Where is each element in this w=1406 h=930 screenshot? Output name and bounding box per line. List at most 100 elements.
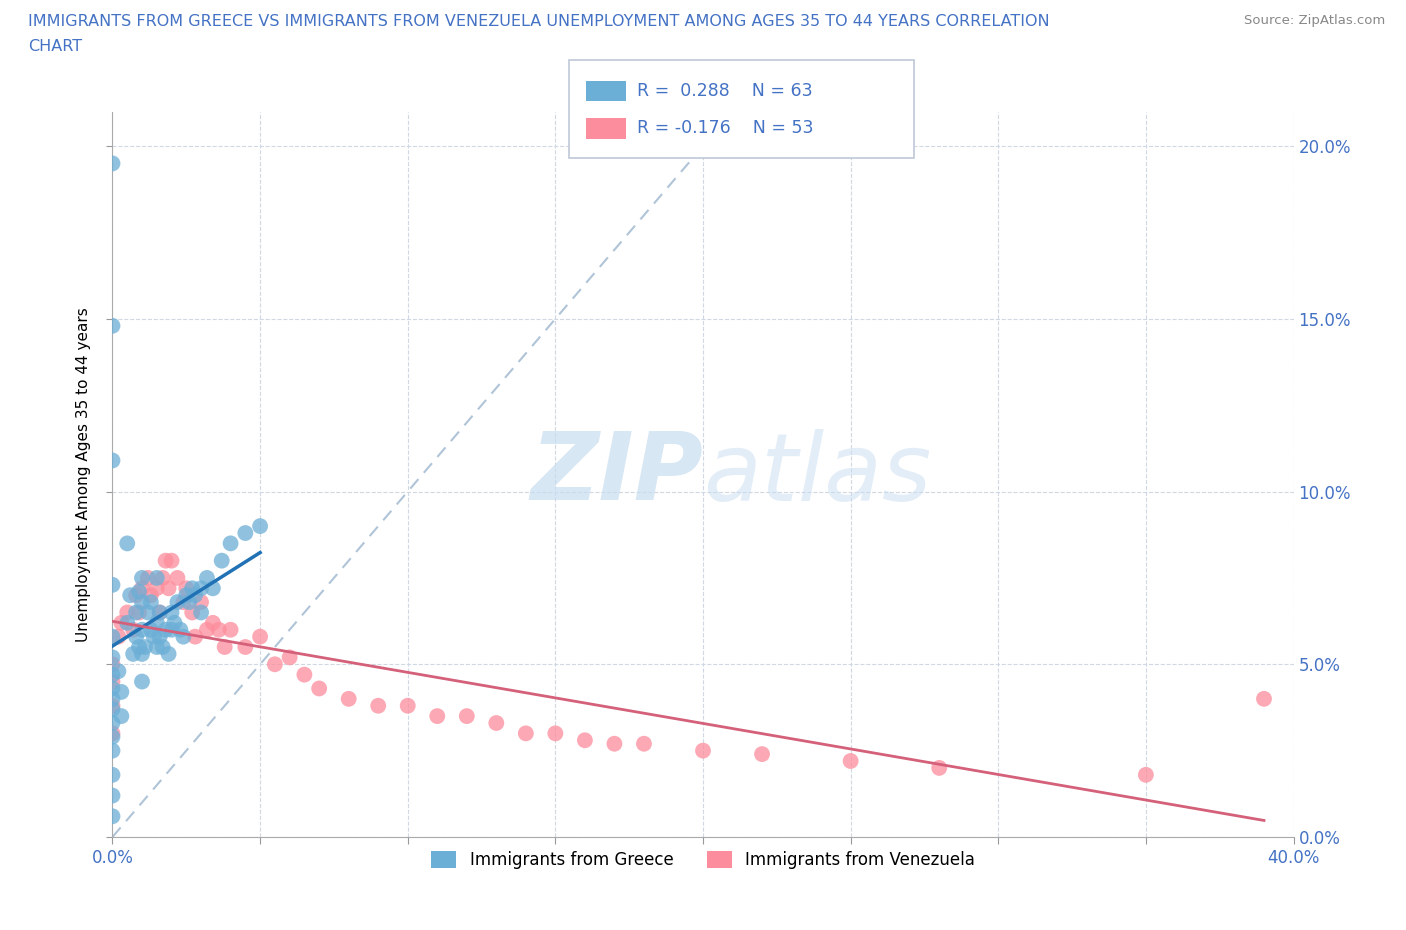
Point <box>278 650 301 665</box>
Point <box>101 630 124 644</box>
Point <box>122 622 145 637</box>
Point <box>1253 691 1275 706</box>
Point <box>169 622 191 637</box>
Point <box>249 519 271 534</box>
Text: R = -0.176    N = 53: R = -0.176 N = 53 <box>637 119 814 138</box>
Point <box>131 646 153 661</box>
Point <box>426 709 449 724</box>
Point <box>292 667 315 682</box>
Point <box>110 709 132 724</box>
Point <box>101 657 124 671</box>
Point <box>219 622 242 637</box>
Point <box>485 715 508 730</box>
Point <box>195 622 218 637</box>
Point <box>101 767 124 782</box>
Point <box>190 605 212 620</box>
Point <box>117 536 138 551</box>
Point <box>152 570 174 585</box>
Point <box>101 674 124 689</box>
Point <box>149 630 172 644</box>
Point <box>101 726 124 741</box>
Point <box>633 737 655 751</box>
Point <box>181 605 204 620</box>
Point <box>201 616 224 631</box>
Point <box>101 318 124 333</box>
Point <box>149 605 172 620</box>
Text: Source: ZipAtlas.com: Source: ZipAtlas.com <box>1244 14 1385 27</box>
Point <box>107 664 129 679</box>
Point <box>136 570 159 585</box>
Point <box>101 681 124 696</box>
Point <box>184 588 207 603</box>
Point <box>184 630 207 644</box>
Point <box>839 753 862 768</box>
Point <box>134 640 156 655</box>
Point <box>172 630 194 644</box>
Point <box>101 453 124 468</box>
Point <box>131 570 153 585</box>
Point <box>117 605 138 620</box>
Point <box>396 698 419 713</box>
Point <box>264 657 287 671</box>
Point <box>142 630 165 644</box>
Point <box>174 588 197 603</box>
Point <box>163 616 186 631</box>
Point <box>179 594 201 609</box>
Point <box>131 674 153 689</box>
Y-axis label: Unemployment Among Ages 35 to 44 years: Unemployment Among Ages 35 to 44 years <box>76 307 91 642</box>
Point <box>128 605 150 620</box>
Point <box>101 729 124 744</box>
Text: CHART: CHART <box>28 39 82 54</box>
Text: ZIP: ZIP <box>530 429 703 520</box>
Point <box>166 594 188 609</box>
Point <box>146 640 169 655</box>
Point <box>308 681 330 696</box>
Point <box>149 605 172 620</box>
Point <box>120 588 142 603</box>
Point <box>101 715 124 730</box>
Point <box>125 588 148 603</box>
Point <box>190 581 212 596</box>
Point <box>233 525 256 540</box>
Point <box>101 691 124 706</box>
Point <box>211 553 233 568</box>
Point <box>190 594 212 609</box>
Point <box>139 588 162 603</box>
Point <box>136 605 159 620</box>
Point <box>456 709 478 724</box>
Point <box>146 581 169 596</box>
Point <box>1135 767 1157 782</box>
Point <box>337 691 360 706</box>
Point <box>195 570 218 585</box>
Point <box>131 594 153 609</box>
Point <box>160 553 183 568</box>
Point <box>751 747 773 762</box>
Point <box>214 640 236 655</box>
Point <box>131 581 153 596</box>
Point <box>139 594 162 609</box>
Point <box>101 698 124 713</box>
Point <box>101 788 124 803</box>
Point <box>155 622 177 637</box>
Point <box>208 622 231 637</box>
Point <box>603 737 626 751</box>
Text: R =  0.288    N = 63: R = 0.288 N = 63 <box>637 82 813 100</box>
Point <box>101 743 124 758</box>
Point <box>101 578 124 592</box>
Point <box>166 570 188 585</box>
Point <box>233 640 256 655</box>
Point <box>101 667 124 682</box>
Legend: Immigrants from Greece, Immigrants from Venezuela: Immigrants from Greece, Immigrants from … <box>425 844 981 876</box>
Point <box>101 650 124 665</box>
Point <box>928 761 950 776</box>
Point <box>125 630 148 644</box>
Point <box>131 622 153 637</box>
Text: IMMIGRANTS FROM GREECE VS IMMIGRANTS FROM VENEZUELA UNEMPLOYMENT AMONG AGES 35 T: IMMIGRANTS FROM GREECE VS IMMIGRANTS FRO… <box>28 14 1050 29</box>
Point <box>544 726 567 741</box>
Point <box>160 622 183 637</box>
Point <box>146 570 169 585</box>
Point <box>172 594 194 609</box>
Point <box>155 553 177 568</box>
Point <box>692 743 714 758</box>
Point <box>181 581 204 596</box>
